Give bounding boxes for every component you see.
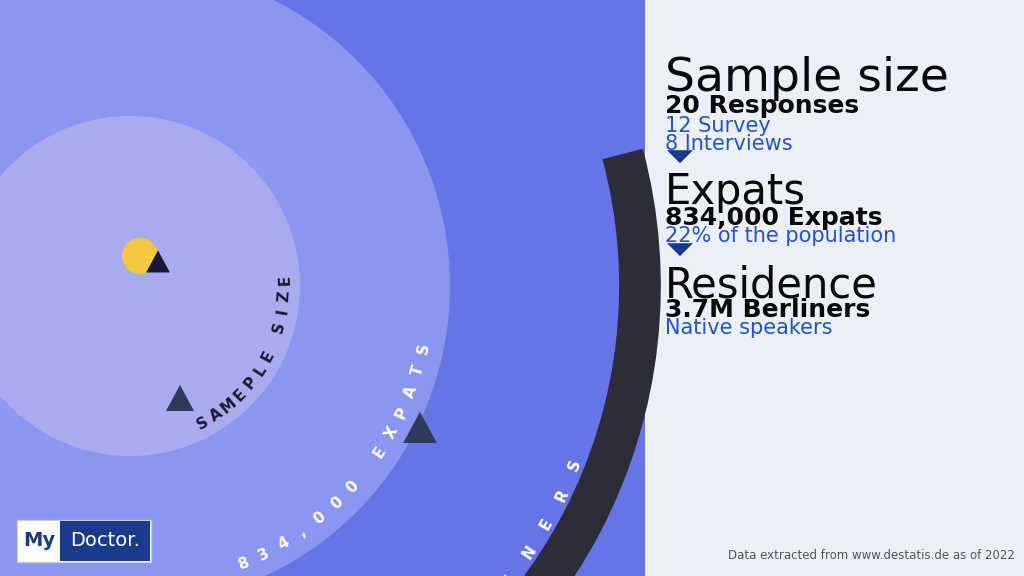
- Text: 22% of the population: 22% of the population: [665, 226, 896, 246]
- Text: N: N: [519, 543, 539, 562]
- Text: A: A: [207, 406, 225, 425]
- Text: My: My: [23, 532, 55, 551]
- Text: 3.7M Berliners: 3.7M Berliners: [665, 298, 870, 322]
- FancyBboxPatch shape: [60, 521, 150, 561]
- Text: T: T: [409, 363, 426, 378]
- Text: E: E: [259, 348, 278, 365]
- Text: Residence: Residence: [665, 264, 878, 306]
- Text: E: E: [538, 517, 556, 533]
- Text: 8 Interviews: 8 Interviews: [665, 134, 793, 154]
- Text: 12 Survey: 12 Survey: [665, 116, 771, 136]
- Polygon shape: [166, 385, 194, 411]
- Polygon shape: [667, 243, 693, 256]
- Circle shape: [0, 116, 300, 456]
- Text: E: E: [278, 275, 293, 286]
- Text: Data extracted from www.destatis.de as of 2022: Data extracted from www.destatis.de as o…: [728, 549, 1015, 562]
- Text: ,: ,: [296, 524, 308, 540]
- Text: 3: 3: [255, 545, 271, 564]
- Text: Native speakers: Native speakers: [665, 318, 833, 338]
- Text: S: S: [566, 457, 584, 473]
- Text: 0: 0: [328, 494, 346, 513]
- Text: I: I: [275, 308, 291, 316]
- Circle shape: [0, 0, 640, 576]
- Text: I: I: [502, 573, 517, 576]
- Polygon shape: [667, 150, 693, 163]
- Text: P: P: [393, 404, 411, 421]
- Text: Expats: Expats: [665, 171, 806, 213]
- Text: 0: 0: [343, 478, 361, 497]
- Text: 8: 8: [236, 555, 251, 573]
- Text: Z: Z: [276, 290, 293, 302]
- Text: E: E: [371, 444, 389, 460]
- Text: L: L: [251, 362, 269, 378]
- Text: S: S: [270, 320, 288, 335]
- FancyBboxPatch shape: [18, 521, 60, 561]
- FancyBboxPatch shape: [17, 520, 151, 562]
- Polygon shape: [146, 251, 170, 272]
- Text: 0: 0: [311, 509, 329, 528]
- Text: P: P: [242, 374, 260, 392]
- Polygon shape: [403, 412, 437, 443]
- Text: Doctor.: Doctor.: [70, 532, 140, 551]
- Text: X: X: [382, 424, 401, 442]
- Text: R: R: [553, 487, 571, 504]
- Circle shape: [122, 238, 158, 274]
- Text: Sample size: Sample size: [665, 56, 949, 101]
- Bar: [645, 0, 1024, 576]
- Text: 4: 4: [274, 535, 292, 553]
- Text: M: M: [218, 395, 240, 416]
- Text: E: E: [231, 386, 250, 404]
- Text: 834,000 Expats: 834,000 Expats: [665, 206, 883, 230]
- Circle shape: [0, 0, 450, 576]
- Text: A: A: [401, 384, 420, 400]
- Text: 20 Responses: 20 Responses: [665, 94, 859, 118]
- Text: S: S: [415, 342, 432, 356]
- Text: S: S: [195, 414, 211, 432]
